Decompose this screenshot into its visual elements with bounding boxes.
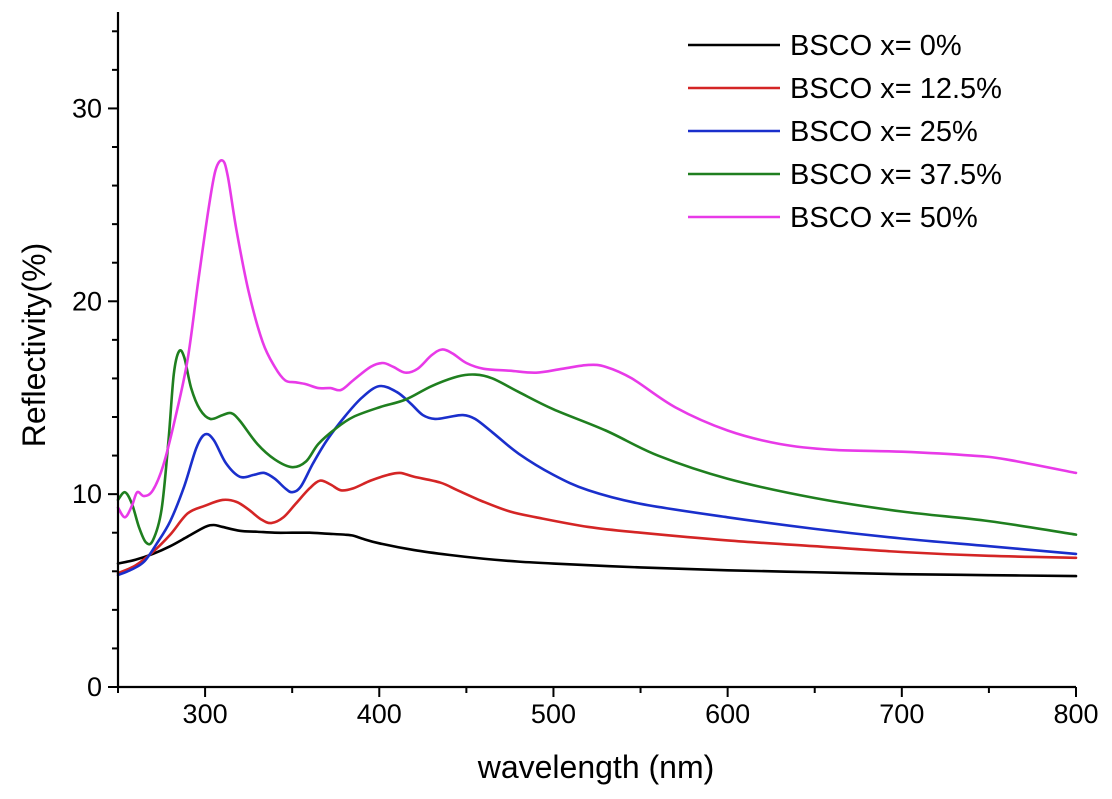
legend-label: BSCO x= 12.5% xyxy=(790,73,1002,105)
ticks-layer: 300 400 500 600 700 800 0 10 20 30 xyxy=(72,30,1099,729)
series-line-2 xyxy=(116,384,1078,577)
x-axis-title: wavelength (nm) xyxy=(477,749,715,785)
x-tick-label: 500 xyxy=(531,699,576,729)
legend-label: BSCO x= 0% xyxy=(790,30,962,62)
legend-label: BSCO x= 25% xyxy=(790,116,978,148)
y-tick-label: 10 xyxy=(72,479,102,509)
legend-entry-3: BSCO x= 37.5% xyxy=(688,159,1002,191)
x-tick-label: 300 xyxy=(183,699,228,729)
legend-entry-1: BSCO x= 12.5% xyxy=(688,73,1002,105)
x-tick-label: 600 xyxy=(705,699,750,729)
axes-layer xyxy=(116,12,1076,689)
y-axis-title: Reflectivity(%) xyxy=(16,243,52,447)
x-tick-label: 800 xyxy=(1053,699,1098,729)
y-tick-label: 0 xyxy=(87,672,102,702)
series-line-3 xyxy=(116,348,1078,546)
y-tick-label: 30 xyxy=(72,93,102,123)
x-tick-label: 400 xyxy=(357,699,402,729)
legend-entry-4: BSCO x= 50% xyxy=(688,202,978,234)
y-tick-label: 20 xyxy=(72,286,102,316)
legend-entry-0: BSCO x= 0% xyxy=(688,30,962,62)
series-line-0 xyxy=(116,523,1078,578)
series-layer xyxy=(116,159,1078,578)
legend: BSCO x= 0% BSCO x= 12.5% BSCO x= 25% BSCO x… xyxy=(688,30,1002,234)
series-line-4 xyxy=(116,159,1078,519)
legend-entry-2: BSCO x= 25% xyxy=(688,116,978,148)
x-tick-label: 700 xyxy=(879,699,924,729)
legend-label: BSCO x= 50% xyxy=(790,202,978,234)
series-line-1 xyxy=(116,471,1078,575)
legend-label: BSCO x= 37.5% xyxy=(790,159,1002,191)
